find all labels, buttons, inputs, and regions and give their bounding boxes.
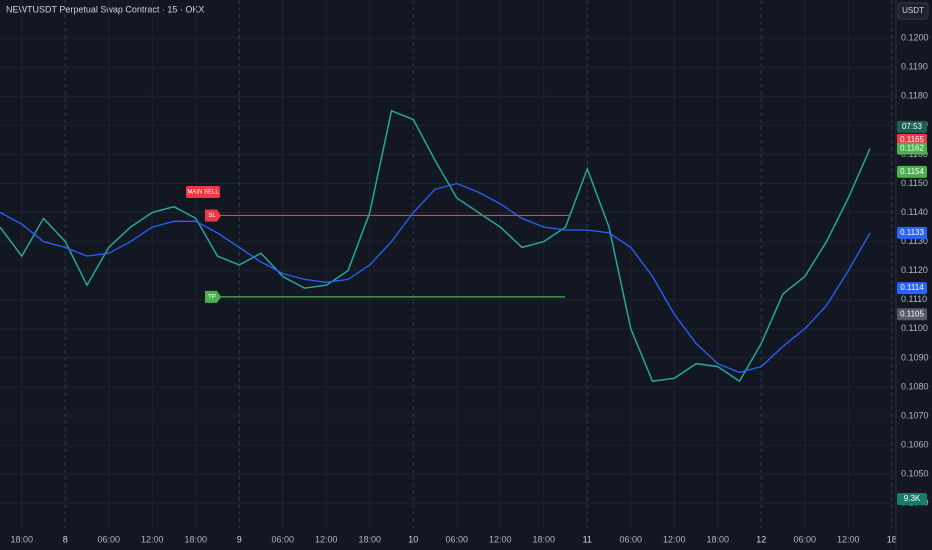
x-tick-label: 18:00 <box>358 534 381 544</box>
x-tick-label: 06:00 <box>271 534 294 544</box>
price-line <box>0 182 871 374</box>
y-tick-label: 0.1100 <box>901 323 928 333</box>
x-tick-label: 12:00 <box>315 534 338 544</box>
price-badge <box>897 308 927 321</box>
x-tick-label: 06:00 <box>619 534 642 544</box>
x-tick-label: 12:00 <box>837 534 860 544</box>
y-tick-label: 0.1060 <box>901 440 929 450</box>
x-tick-label: 11 <box>583 534 592 544</box>
y-tick-label: 0.1130 <box>901 236 928 246</box>
y-tick-label: 0.1200 <box>901 32 929 42</box>
level-label: TP <box>208 294 216 300</box>
y-tick-label: 0.1110 <box>901 294 927 304</box>
x-tick-label: 12 <box>756 534 766 544</box>
x-tick-label: 18:00 <box>10 534 33 544</box>
price-badge-label: 0.1105 <box>900 309 924 318</box>
price-badge <box>897 226 927 239</box>
y-tick-label: 0.1180 <box>901 91 928 101</box>
x-tick-label: 12:00 <box>489 534 512 544</box>
x-tick-label: 06:00 <box>445 534 468 544</box>
x-tick-label: 12:00 <box>141 534 164 544</box>
x-tick-label: 18:00 <box>532 534 555 544</box>
x-tick-label: 18 <box>887 534 897 544</box>
x-tick-label: 06:00 <box>793 534 816 544</box>
annotation-box <box>186 186 220 198</box>
level-tag <box>205 290 221 303</box>
y-tick-label: 0.1070 <box>901 410 929 420</box>
price-badge-label: 0.1133 <box>900 228 924 237</box>
x-tick-label: 06:00 <box>97 534 120 544</box>
countdown-badge <box>897 120 927 133</box>
x-tick-label: 10 <box>408 534 418 544</box>
currency-label[interactable]: USDT <box>902 6 924 15</box>
price-badge-label: 0.1165 <box>900 135 924 144</box>
y-tick-label: 0.1050 <box>901 469 929 479</box>
x-tick-label: 9 <box>237 534 242 544</box>
currency-button[interactable] <box>897 2 929 20</box>
y-tick-label: 0.1090 <box>901 352 929 362</box>
price-badge <box>897 142 927 155</box>
price-badge-label: 0.1154 <box>900 167 924 176</box>
countdown: 07:53 <box>902 122 923 131</box>
price-badge <box>897 165 927 178</box>
y-tick-label: 0.1150 <box>901 178 928 188</box>
level-label: SL <box>208 213 216 219</box>
annotation: MAIN SELL <box>187 190 219 196</box>
price-badge <box>897 282 927 295</box>
volume-badge <box>897 493 927 505</box>
price-line <box>0 109 871 383</box>
chart-title: NEWTUSDT Perpetual Swap Contract · 15 · … <box>6 4 204 14</box>
x-tick-label: 12:00 <box>663 534 686 544</box>
y-tick-label: 0.1140 <box>901 207 928 217</box>
x-tick-label: 8 <box>63 534 68 544</box>
y-tick-label: 0.1080 <box>901 381 929 391</box>
y-tick-label: 0.1120 <box>901 265 928 275</box>
x-tick-label: 18:00 <box>706 534 729 544</box>
y-tick-label: 0.1190 <box>901 62 928 72</box>
price-badge-label: 0.1162 <box>900 144 924 153</box>
volume-label: 9.3K <box>904 494 921 503</box>
price-badge-label: 0.1114 <box>900 283 924 292</box>
x-tick-label: 18:00 <box>184 534 207 544</box>
level-tag <box>205 209 221 222</box>
